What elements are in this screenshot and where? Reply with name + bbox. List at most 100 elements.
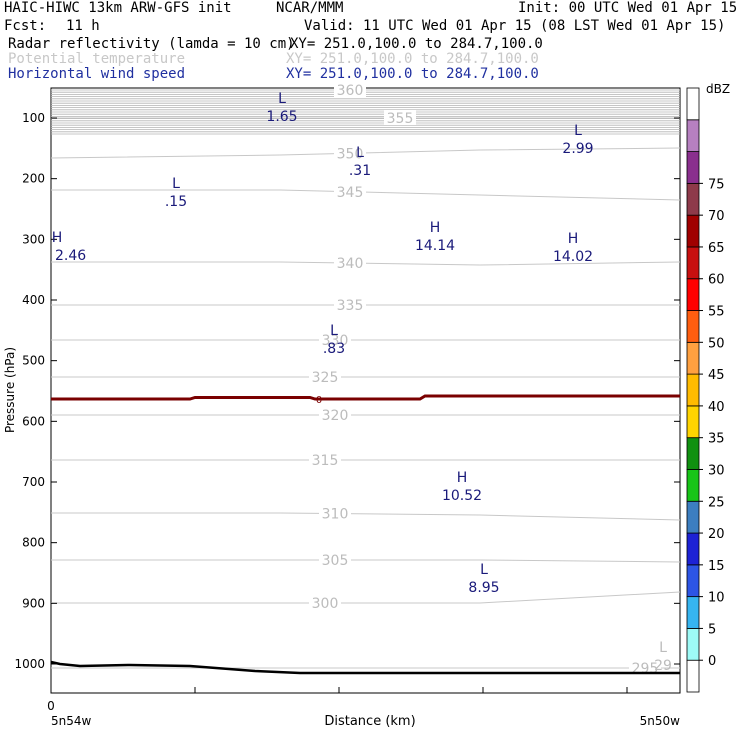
valid-time: Valid: 11 UTC Wed 01 Apr 15 (08 LST Wed … <box>304 18 726 34</box>
theta-contours: 360 355 350 345 340 335 330 325 320 315 310 305 300 2… <box>50 82 681 677</box>
y-tick-label: 300 <box>22 232 45 246</box>
theta-contour-line <box>50 147 681 159</box>
theta-label-bg <box>334 255 366 271</box>
y-tick-label: 800 <box>22 536 45 550</box>
y-tick-label: 200 <box>22 172 45 186</box>
theta-label-bg <box>334 183 366 199</box>
colorbar-swatch <box>686 596 700 629</box>
theta-contour-label: 360 <box>337 83 364 99</box>
y-tick-label: 100 <box>22 111 45 125</box>
colorbar-swatch <box>686 500 700 534</box>
theta-contour-label: 310 <box>322 507 349 523</box>
colorbar-swatch <box>686 405 700 439</box>
center-label: NCAR/MMM <box>276 0 344 16</box>
colorbar-level: 15 <box>708 559 725 574</box>
theta-contour-label: 330 <box>322 333 349 349</box>
x-left-location: 5n54w <box>51 714 92 728</box>
theta-contour-label: 335 <box>337 298 364 314</box>
extremum-type: H <box>568 231 579 247</box>
field-name-reflectivity: Radar reflectivity (lamda = 10 cm) <box>8 36 295 52</box>
field-xy-reflectivity: XY= 251.0,100.0 to 284.7,100.0 <box>290 36 543 52</box>
extremum-value: 1.65 <box>266 109 297 125</box>
theta-label-bg <box>309 595 341 610</box>
colorbar-level: 50 <box>708 336 725 351</box>
extremum-value: 14.14 <box>415 238 455 254</box>
extremum-value: 14.02 <box>553 249 593 265</box>
extremum-type: L <box>330 323 338 339</box>
colorbar-swatch <box>686 119 700 152</box>
colorbar-swatch <box>686 278 700 311</box>
extremum-value: .31 <box>349 163 371 179</box>
extremum-type: L <box>659 640 667 656</box>
x-right-location: 5n50w <box>640 714 681 728</box>
freezing-level-line <box>51 394 680 401</box>
x-axis <box>50 687 628 693</box>
fcst-label: Fcst: <box>4 18 47 34</box>
theta-contour-line <box>51 512 681 521</box>
colorbar: 0 5 10 15 20 25 30 35 40 45 50 55 60 65 70 75 <box>686 87 725 693</box>
colorbar-swatch <box>686 564 700 598</box>
y-tick-label: 400 <box>22 293 45 307</box>
colorbar-level: 60 <box>708 273 725 288</box>
init-time: Init: 00 UTC Wed 01 Apr 15 <box>518 0 738 16</box>
y-tick-label: 900 <box>22 596 45 610</box>
theta-contour-line <box>51 189 681 201</box>
theta-label-bg <box>309 452 341 467</box>
colorbar-unit: dBZ <box>706 82 730 96</box>
theta-label-bg <box>334 82 366 97</box>
x-tick-zero: 0 <box>47 699 55 713</box>
field-name-theta: Potential temperature <box>8 51 186 67</box>
colorbar-swatch <box>686 532 700 566</box>
colorbar-swatch <box>686 87 700 121</box>
colorbar-swatch <box>686 310 700 343</box>
colorbar-swatch <box>686 182 700 216</box>
y-tick-label: 500 <box>22 354 45 368</box>
theta-contour-label: 340 <box>337 256 364 272</box>
colorbar-level: 65 <box>708 241 725 256</box>
colorbar-swatch <box>686 373 700 407</box>
wind-extrema: L 1.65 L 2.99 L .31 L .15 H 2.46 H 14.14 H 14.02 L .83 H… <box>52 91 672 674</box>
colorbar-level: 20 <box>708 527 725 542</box>
colorbar-level: 10 <box>708 591 725 606</box>
colorbar-level: 0 <box>708 654 716 669</box>
theta-contour-line <box>51 591 681 604</box>
theta-contour-line <box>51 261 681 266</box>
y-tick-label: 1000 <box>14 657 45 671</box>
extremum-type: L <box>574 123 582 139</box>
field-name-wind: Horizontal wind speed <box>8 66 186 82</box>
model-title: HAIC-HIWC 13km ARW-GFS init <box>4 0 232 16</box>
theta-label-bg <box>334 145 366 161</box>
theta-contour-label: 350 <box>337 146 364 162</box>
colorbar-level: 75 <box>708 177 725 192</box>
colorbar-swatch <box>686 437 700 470</box>
x-axis-label: Distance (km) <box>324 714 415 729</box>
colorbar-swatch <box>686 151 700 184</box>
extremum-type: H <box>52 230 63 246</box>
theta-contour-label: 355 <box>387 111 414 127</box>
colorbar-swatch <box>686 628 700 661</box>
colorbar-swatch <box>686 659 700 693</box>
theta-label-bg <box>309 369 341 384</box>
y-axis: 100 200 300 400 500 600 700 800 900 1000 <box>14 111 680 671</box>
extremum-type: L <box>480 562 488 578</box>
colorbar-level: 55 <box>708 305 725 320</box>
theta-contour-label: 300 <box>312 596 339 612</box>
theta-contour-label: 320 <box>322 408 349 424</box>
extremum-type: H <box>457 470 468 486</box>
colorbar-swatch <box>686 246 700 280</box>
extremum-type: L <box>278 91 286 107</box>
colorbar-level: 5 <box>708 622 716 637</box>
extremum-value: 2.99 <box>562 141 593 157</box>
extremum-value: 8.95 <box>468 580 499 596</box>
colorbar-swatch <box>686 214 700 248</box>
theta-contour-label: 305 <box>322 553 349 569</box>
theta-contour-label: 345 <box>337 185 364 201</box>
theta-label-bg <box>319 332 351 347</box>
extremum-value: 10.52 <box>442 488 482 504</box>
colorbar-level: 30 <box>708 463 725 478</box>
colorbar-level: 25 <box>708 495 725 510</box>
theta-label-bg <box>384 110 416 125</box>
y-axis-label: Pressure (hPa) <box>3 347 17 433</box>
theta-contour-line <box>51 559 681 563</box>
